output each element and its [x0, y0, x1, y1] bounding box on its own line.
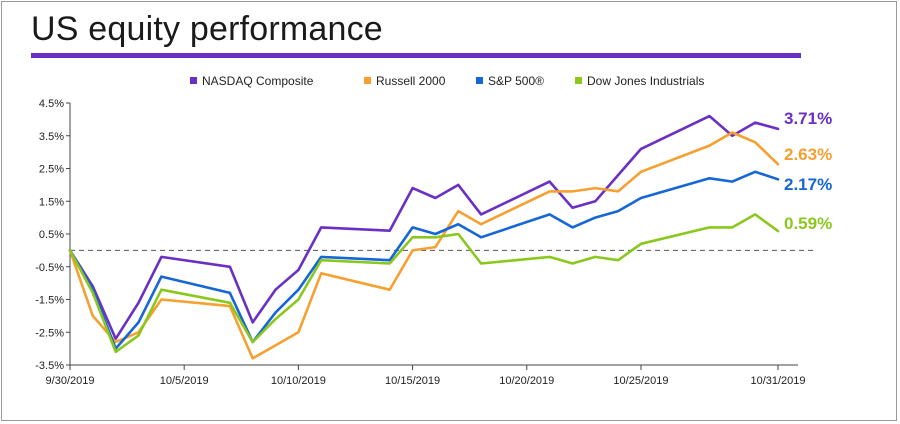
y-tick-label: 3.5% — [39, 131, 64, 143]
legend-swatch — [575, 77, 582, 84]
x-tick-label: 10/25/2019 — [613, 375, 668, 387]
legend-item: Russell 2000 — [364, 74, 446, 88]
x-tick-label: 10/20/2019 — [499, 375, 554, 387]
series-line-2 — [68, 170, 780, 350]
y-tick-label: -3.5% — [35, 360, 64, 372]
x-tick-label: 10/31/2019 — [750, 375, 805, 387]
legend-item: Dow Jones Industrials — [575, 74, 704, 88]
legend-label: Russell 2000 — [376, 74, 446, 88]
y-tick-label: 2.5% — [39, 164, 64, 176]
title-underline — [31, 53, 801, 58]
legend-label: S&P 500® — [488, 74, 544, 88]
legend-item: NASDAQ Composite — [190, 74, 314, 88]
series-line-3 — [68, 213, 780, 354]
series-line-1 — [68, 131, 780, 360]
y-tick-label: 0.5% — [39, 229, 64, 241]
legend-swatch — [476, 77, 483, 84]
legend-item: S&P 500® — [476, 74, 544, 88]
x-tick-label: 9/30/2019 — [46, 375, 95, 387]
end-value-label: 0.59% — [784, 214, 832, 233]
x-tick-label: 10/5/2019 — [160, 375, 209, 387]
series-line-0 — [68, 114, 780, 341]
end-value-label: 2.17% — [784, 175, 832, 194]
chart-title: US equity performance — [31, 10, 383, 48]
y-tick-label: 1.5% — [39, 196, 64, 208]
y-tick-label: -1.5% — [35, 295, 64, 307]
legend-swatch — [190, 77, 197, 84]
x-tick-label: 10/10/2019 — [271, 375, 326, 387]
legend-label: Dow Jones Industrials — [587, 74, 704, 88]
end-value-label: 2.63% — [784, 145, 832, 164]
x-tick-label: 10/15/2019 — [385, 375, 440, 387]
y-tick-label: -2.5% — [35, 327, 64, 339]
y-tick-label: -0.5% — [35, 262, 64, 274]
y-tick-label: 4.5% — [39, 98, 64, 110]
end-value-label: 3.71% — [784, 109, 832, 128]
legend-swatch — [364, 77, 371, 84]
legend-label: NASDAQ Composite — [202, 74, 314, 88]
